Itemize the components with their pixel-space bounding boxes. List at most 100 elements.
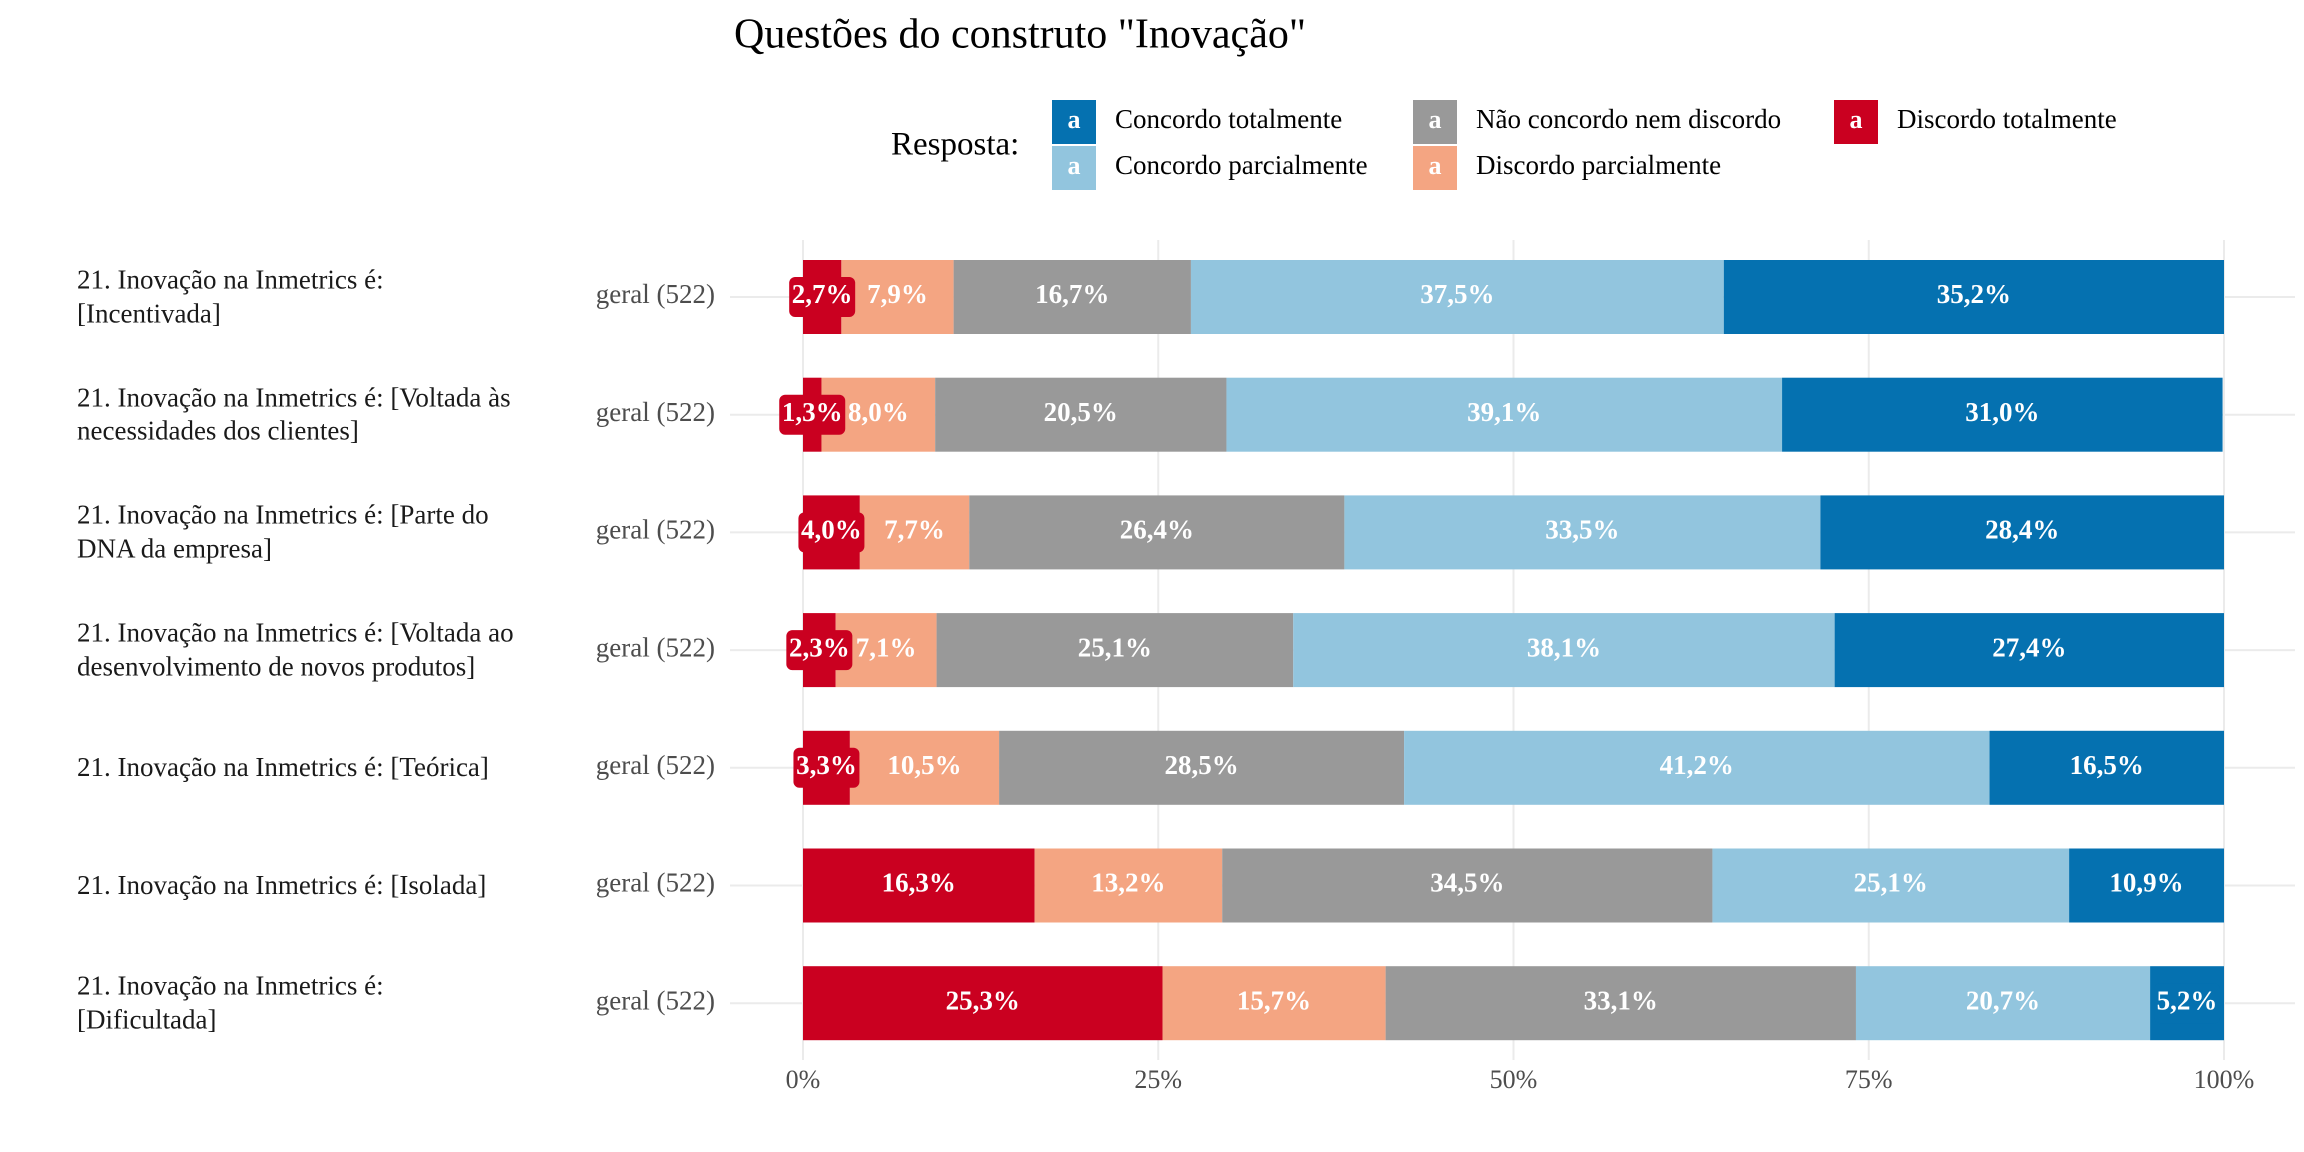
group-label: geral (522) — [596, 279, 715, 309]
value-label: 16,5% — [2070, 750, 2144, 780]
bar-segment — [1034, 848, 1223, 923]
bar-segment — [1855, 966, 2151, 1041]
legend-key — [1052, 146, 1096, 190]
bar-segment — [1293, 613, 1835, 688]
label-box — [786, 630, 853, 671]
value-label: 7,7% — [884, 515, 945, 545]
group-label: geral (522) — [596, 397, 715, 427]
label-box — [793, 747, 860, 788]
value-label: 33,5% — [1545, 515, 1619, 545]
legend-key — [1413, 146, 1457, 190]
bar-segment — [936, 613, 1294, 688]
value-label: 37,5% — [1420, 279, 1494, 309]
x-tick-label: 75% — [1845, 1065, 1893, 1094]
category-label: 21. Inovação na Inmetrics é: [Isolada] — [77, 869, 487, 900]
bar-segment — [1712, 848, 2070, 923]
category-label: 21. Inovação na Inmetrics é: [Parte do D… — [77, 499, 489, 564]
value-label: 13,2% — [1091, 868, 1165, 898]
value-label: 31,0% — [1965, 397, 2039, 427]
value-label: 16,7% — [1035, 279, 1109, 309]
value-label: 2,3% — [789, 632, 850, 662]
x-tick-label: 25% — [1134, 1065, 1182, 1094]
bar-segment — [859, 495, 970, 570]
value-label: 25,1% — [1078, 632, 1152, 662]
legend-label: Concordo totalmente — [1115, 104, 1342, 134]
bar-segment — [803, 848, 1035, 923]
label-box — [2154, 983, 2221, 1024]
value-label: 16,3% — [882, 868, 956, 898]
bar-segment — [1385, 966, 1856, 1041]
bar-segment — [999, 730, 1405, 805]
bar-segment — [1820, 495, 2224, 570]
value-label: 34,5% — [1430, 868, 1504, 898]
bar-segment — [969, 495, 1345, 570]
group-label: geral (522) — [596, 750, 715, 780]
legend-key — [1052, 100, 1096, 144]
group-label: geral (522) — [596, 985, 715, 1015]
label-box — [779, 394, 846, 435]
category-label: 21. Inovação na Inmetrics é: [Dificultad… — [77, 970, 384, 1035]
value-label: 15,7% — [1237, 985, 1311, 1015]
group-label: geral (522) — [596, 515, 715, 545]
legend-key-text: a — [1429, 151, 1442, 180]
bar-segment — [803, 966, 1163, 1041]
value-label: 20,5% — [1044, 397, 1118, 427]
group-label: geral (522) — [596, 632, 715, 662]
legend-label: Discordo totalmente — [1897, 104, 2117, 134]
legend-key — [1834, 100, 1878, 144]
value-label: 10,5% — [887, 750, 961, 780]
value-label: 1,3% — [782, 397, 843, 427]
value-label: 10,9% — [2109, 868, 2183, 898]
value-label: 35,2% — [1937, 279, 2011, 309]
value-label: 2,7% — [792, 279, 853, 309]
bar-segment — [935, 377, 1227, 452]
value-label: 5,2% — [2157, 985, 2218, 1015]
x-tick-label: 50% — [1490, 1065, 1538, 1094]
category-label: 21. Inovação na Inmetrics é: [Incentivad… — [77, 264, 384, 328]
bar-segment — [1723, 260, 2224, 334]
bar-segment — [1782, 377, 2223, 452]
bar-segment — [1222, 848, 1713, 923]
category-label: 21. Inovação na Inmetrics é: [Voltada ao… — [77, 617, 514, 682]
legend-title: Resposta: — [891, 127, 1019, 163]
bar-segment — [1190, 260, 1724, 334]
value-label: 38,1% — [1527, 632, 1601, 662]
bar-segment — [1162, 966, 1386, 1041]
label-box — [798, 512, 865, 553]
group-label: geral (522) — [596, 868, 715, 898]
value-label: 20,7% — [1966, 985, 2040, 1015]
value-label: 27,4% — [1992, 632, 2066, 662]
category-label: 21. Inovação na Inmetrics é: [Teórica] — [77, 751, 489, 782]
x-tick-label: 0% — [786, 1065, 821, 1094]
value-label: 4,0% — [801, 515, 862, 545]
x-tick-label: 100% — [2194, 1065, 2255, 1094]
legend-label: Discordo parcialmente — [1476, 150, 1721, 180]
value-label: 39,1% — [1467, 397, 1541, 427]
value-label: 41,2% — [1660, 750, 1734, 780]
bar-segment — [2069, 848, 2224, 923]
bar-segment — [953, 260, 1191, 334]
value-label: 7,1% — [856, 632, 917, 662]
bar-segment — [835, 613, 937, 688]
value-label: 26,4% — [1120, 515, 1194, 545]
value-label: 28,5% — [1164, 750, 1238, 780]
legend-label: Concordo parcialmente — [1115, 150, 1368, 180]
bar-segment — [1834, 613, 2224, 688]
value-label: 8,0% — [848, 397, 909, 427]
bar-segment — [1226, 377, 1783, 452]
category-label: 21. Inovação na Inmetrics é: [Voltada às… — [77, 381, 511, 446]
value-label: 25,1% — [1854, 868, 1928, 898]
legend-key — [1413, 100, 1457, 144]
chart-title: Questões do construto "Inovação" — [734, 12, 1306, 58]
bar-segment — [849, 730, 1000, 805]
bar-segment — [1989, 730, 2224, 805]
legend-key-text: a — [1068, 151, 1081, 180]
legend-key-text: a — [1429, 105, 1442, 134]
value-label: 28,4% — [1985, 515, 2059, 545]
label-box — [789, 277, 856, 317]
legend-key-text: a — [1850, 105, 1863, 134]
value-label: 25,3% — [946, 985, 1020, 1015]
legend-label: Não concordo nem discordo — [1476, 104, 1781, 134]
legend-key-text: a — [1068, 105, 1081, 134]
